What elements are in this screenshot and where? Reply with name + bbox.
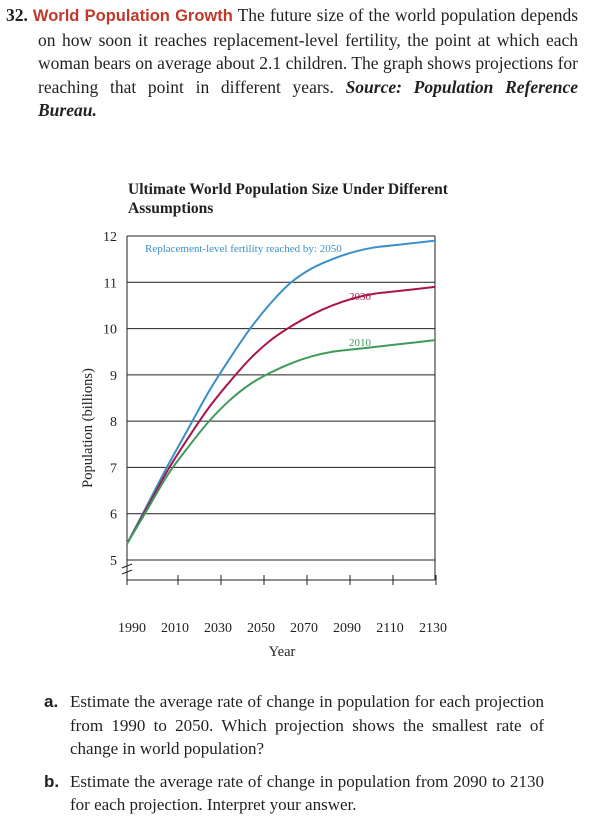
questions: a. Estimate the average rate of change i…	[44, 690, 544, 826]
question-a: a. Estimate the average rate of change i…	[44, 690, 544, 761]
x-tick-label-2070: 2070	[290, 621, 318, 636]
annotation-label: Replacement-level fertility reached by: …	[145, 243, 342, 255]
question-b: b. Estimate the average rate of change i…	[44, 770, 544, 817]
chart-title: Ultimate World Population Size Under Dif…	[128, 181, 448, 217]
question-a-text: Estimate the average rate of change in p…	[70, 692, 544, 758]
x-axis-label: Year	[269, 644, 296, 660]
series-label-2030: 2030	[349, 291, 372, 303]
x-tick-label-2090: 2090	[333, 621, 361, 636]
chart-grid	[127, 235, 435, 561]
x-tick-label-1990: 1990	[118, 621, 146, 636]
y-tick-label-9: 9	[110, 369, 117, 384]
problem-text: The future size of the world population …	[38, 5, 579, 97]
y-axis-label: Population (billions)	[80, 368, 96, 488]
x-tick-label-2110: 2110	[376, 621, 403, 636]
chart-labels: 5 6 7 8 9 10 11 12 1990 2010 2030 2050 2070 2090 2110 2…	[80, 230, 447, 660]
chart-axes	[121, 236, 437, 585]
series-line-2010	[126, 339, 436, 545]
population-chart: 5 6 7 8 9 10 11 12 1990 2010 2030 2050 2070 2090 2110 2…	[80, 230, 447, 660]
chart-series	[126, 239, 436, 545]
question-a-letter: a.	[44, 692, 59, 711]
series-label-2010: 2010	[349, 337, 372, 349]
series-line-2030	[126, 285, 436, 545]
series-line-2050	[126, 239, 436, 545]
problem-statement: 32. World Population Growth The future s…	[6, 4, 578, 123]
question-b-text: Estimate the average rate of change in p…	[70, 771, 544, 815]
y-tick-label-6: 6	[110, 508, 117, 523]
problem-number: 32.	[6, 5, 28, 25]
y-tick-label-11: 11	[104, 276, 117, 291]
question-b-letter: b.	[44, 771, 60, 791]
x-tick-label-2050: 2050	[247, 621, 275, 636]
y-tick-label-10: 10	[103, 323, 117, 338]
problem-topic: World Population Growth	[32, 7, 233, 25]
axis-break-mark	[121, 563, 133, 575]
y-tick-label-5: 5	[110, 554, 117, 569]
y-tick-label-12: 12	[103, 230, 117, 245]
x-tick-label-2130: 2130	[419, 621, 447, 636]
x-tick-label-2030: 2030	[204, 621, 232, 636]
y-tick-label-7: 7	[110, 461, 117, 476]
y-tick-label-8: 8	[110, 415, 117, 430]
problem-source: Source: Population Reference Bureau.	[38, 76, 579, 121]
x-tick-label-2010: 2010	[161, 621, 189, 636]
